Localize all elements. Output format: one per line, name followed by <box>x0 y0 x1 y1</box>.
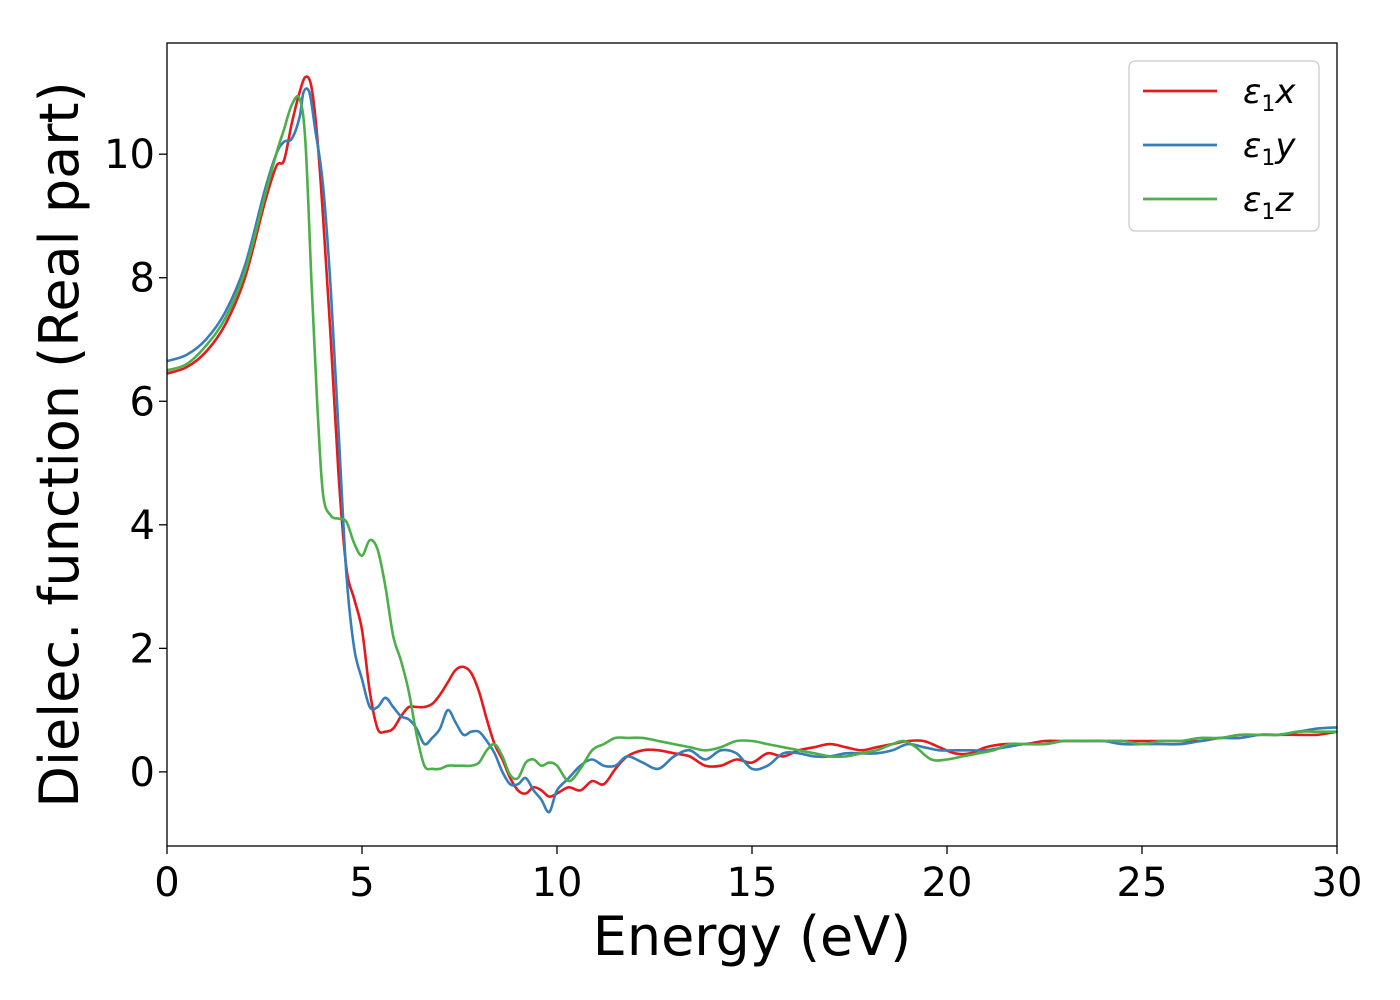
y-axis: 0 2 4 6 8 10 <box>104 132 167 796</box>
legend-item-x: ε1x <box>1143 72 1296 117</box>
series-line-z <box>167 94 1337 783</box>
y-tick-label: 2 <box>130 626 155 672</box>
y-tick-label: 10 <box>104 132 155 178</box>
legend-label: ε1z <box>1243 180 1294 225</box>
y-tick-label: 8 <box>130 256 155 302</box>
legend-item-z: ε1z <box>1143 180 1294 225</box>
x-tick-label: 25 <box>1117 860 1168 906</box>
x-axis: 0 5 10 15 20 25 30 <box>154 846 1362 906</box>
x-tick-label: 5 <box>349 860 374 906</box>
y-axis-title: Dielec. function (Real part) <box>28 81 91 807</box>
x-tick-label: 10 <box>532 860 583 906</box>
x-tick-label: 20 <box>922 860 973 906</box>
x-tick-label: 0 <box>154 860 179 906</box>
x-axis-title: Energy (eV) <box>593 905 912 968</box>
x-tick-label: 30 <box>1312 860 1363 906</box>
y-tick-label: 6 <box>130 379 155 425</box>
legend-label: ε1y <box>1243 126 1296 171</box>
x-tick-label: 15 <box>727 860 778 906</box>
legend-label: ε1x <box>1243 72 1296 117</box>
legend-item-y: ε1y <box>1143 126 1296 171</box>
y-tick-label: 4 <box>130 503 155 549</box>
legend: ε1x ε1y ε1z <box>1128 60 1320 232</box>
legend-box <box>1128 60 1320 232</box>
series-line-x <box>167 75 1337 798</box>
y-tick-label: 0 <box>130 750 155 796</box>
series-layer <box>167 75 1337 814</box>
